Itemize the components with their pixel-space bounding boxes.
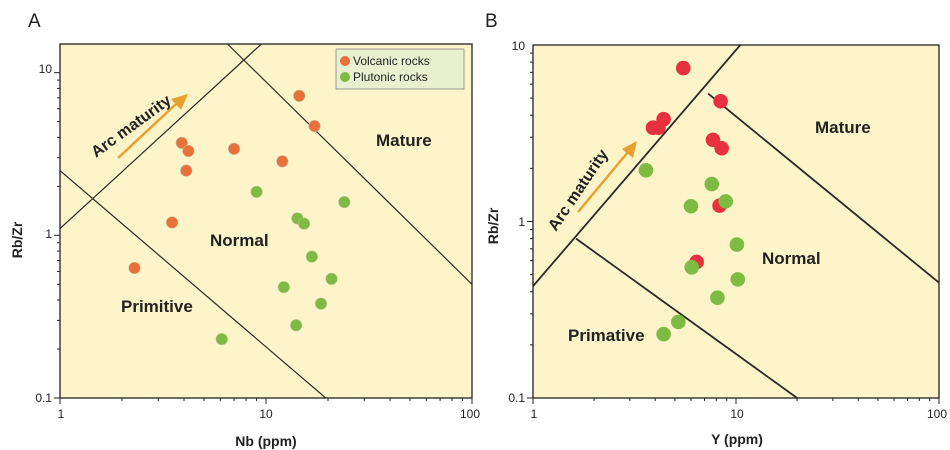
panel-b-tick-marks	[527, 52, 940, 404]
panel-a-data-points	[128, 89, 351, 346]
panel-b-x-tick-100: 100	[927, 407, 947, 421]
panel-b-x-axis-title: Y (ppm)	[711, 431, 763, 447]
panel-b: B 1 10 100 0.1 1 10 Y (ppm) Rb/Zr Primat…	[485, 11, 947, 447]
panel-a-series-1-point-1	[250, 185, 263, 198]
panel-a-series-1-point-7	[314, 297, 328, 310]
panel-b-series-1-point-4	[729, 237, 745, 252]
panel-a-field-primitive: Primitive	[121, 297, 193, 316]
panel-b-field-mature: Mature	[815, 118, 871, 137]
panel-a-x-tick-1: 1	[58, 407, 65, 421]
panel-b-letter: B	[485, 11, 498, 32]
panel-b-boundary-line-2	[707, 92, 939, 284]
panel-a-series-0-point-1	[165, 216, 179, 229]
panel-b-series-1-point-6	[730, 272, 746, 287]
panel-b-x-tick-10: 10	[730, 407, 744, 421]
panel-b-series-1-point-7	[710, 290, 725, 306]
panel-b-arc-maturity-arrow	[577, 141, 637, 213]
panel-a-boundary-line-1	[60, 44, 262, 230]
panel-a-x-tick-100: 100	[460, 407, 480, 421]
panel-b-series-1-point-3	[718, 194, 734, 209]
panel-a-series-1-point-6	[305, 250, 318, 263]
panel-a-series-1-point-8	[325, 272, 338, 285]
panel-a-field-mature: Mature	[376, 131, 432, 150]
panel-a-legend: Volcanic rocks Plutonic rocks	[335, 48, 465, 90]
panel-a-y-tick-0.1: 0.1	[35, 391, 52, 405]
panel-b-plot-background	[533, 45, 939, 398]
panel-a-series-0-point-5	[227, 142, 241, 155]
panel-a-legend-box	[335, 48, 465, 90]
panel-b-data-points	[638, 60, 746, 342]
panel-b-series-1-point-1	[704, 176, 720, 192]
panel-a-plot-background	[60, 44, 472, 398]
panel-b-series-1-point-5	[684, 260, 699, 275]
panel-a-legend-label-volcanic: Volcanic rocks	[353, 54, 430, 68]
panel-a-series-1-point-9	[338, 196, 351, 209]
panel-a-y-tick-1: 1	[45, 227, 52, 241]
panel-a-x-tick-10: 10	[259, 407, 273, 421]
panel-b-field-primative: Primative	[568, 326, 645, 345]
panel-a-series-1-point-5	[297, 217, 311, 230]
panel-a-series-1-point-0	[215, 333, 228, 346]
panel-b-y-axis-title: Rb/Zr	[485, 207, 501, 244]
panel-a-series-0-point-3	[182, 144, 195, 158]
panel-a-series-0-point-6	[276, 155, 289, 168]
panel-b-y-tick-0.1: 0.1	[508, 391, 525, 405]
panel-b-series-1-point-8	[671, 314, 686, 330]
panel-a-series-1-point-2	[277, 281, 290, 294]
panel-a-series-0-point-7	[293, 89, 306, 102]
panel-a-x-axis-title: Nb (ppm)	[235, 433, 296, 449]
panel-b-series-0-point-0	[675, 60, 691, 76]
panel-b-field-normal: Normal	[762, 249, 821, 268]
panel-b-series-0-point-6	[714, 140, 729, 156]
panel-a-series-0-point-8	[308, 119, 321, 133]
panel-a-y-tick-10: 10	[39, 62, 53, 76]
panel-b-series-1-point-9	[656, 326, 671, 342]
panel-a-tick-marks	[54, 72, 473, 404]
panel-a-legend-marker-volcanic	[340, 56, 350, 66]
panel-a-arc-maturity-arrow	[117, 94, 188, 159]
panel-a-series-0-point-0	[128, 261, 141, 275]
panel-b-series-1-point-0	[638, 163, 654, 178]
panel-b-series-0-point-4	[651, 120, 666, 135]
panel-b-field-boundaries	[533, 45, 939, 398]
panel-a-boundary-line-2	[227, 44, 472, 285]
panel-b-series-0-point-1	[713, 93, 728, 109]
panel-a-series-0-point-4	[180, 164, 193, 177]
panel-b-series-1-point-2	[683, 198, 699, 214]
panel-b-y-tick-10: 10	[512, 39, 526, 53]
panel-a-legend-label-plutonic: Plutonic rocks	[353, 70, 428, 84]
panel-a-letter: A	[28, 11, 41, 32]
panel-a-series-1-point-3	[290, 319, 303, 332]
panel-a-series-0-point-2	[175, 136, 188, 149]
panel-a-y-axis-title: Rb/Zr	[9, 221, 25, 258]
panel-a: A 1 10 100 0.1 1 10 Nb (ppm) Rb/Zr Primi…	[9, 11, 480, 449]
panel-b-boundary-line-0	[533, 45, 741, 287]
panel-b-y-tick-1: 1	[518, 215, 525, 229]
panel-a-field-normal: Normal	[210, 231, 269, 250]
panel-a-field-boundaries	[60, 44, 472, 398]
panel-a-boundary-line-0	[60, 170, 327, 398]
panel-b-x-tick-1: 1	[531, 407, 538, 421]
panel-a-legend-marker-plutonic	[340, 72, 350, 82]
panel-b-boundary-line-1	[575, 237, 798, 398]
